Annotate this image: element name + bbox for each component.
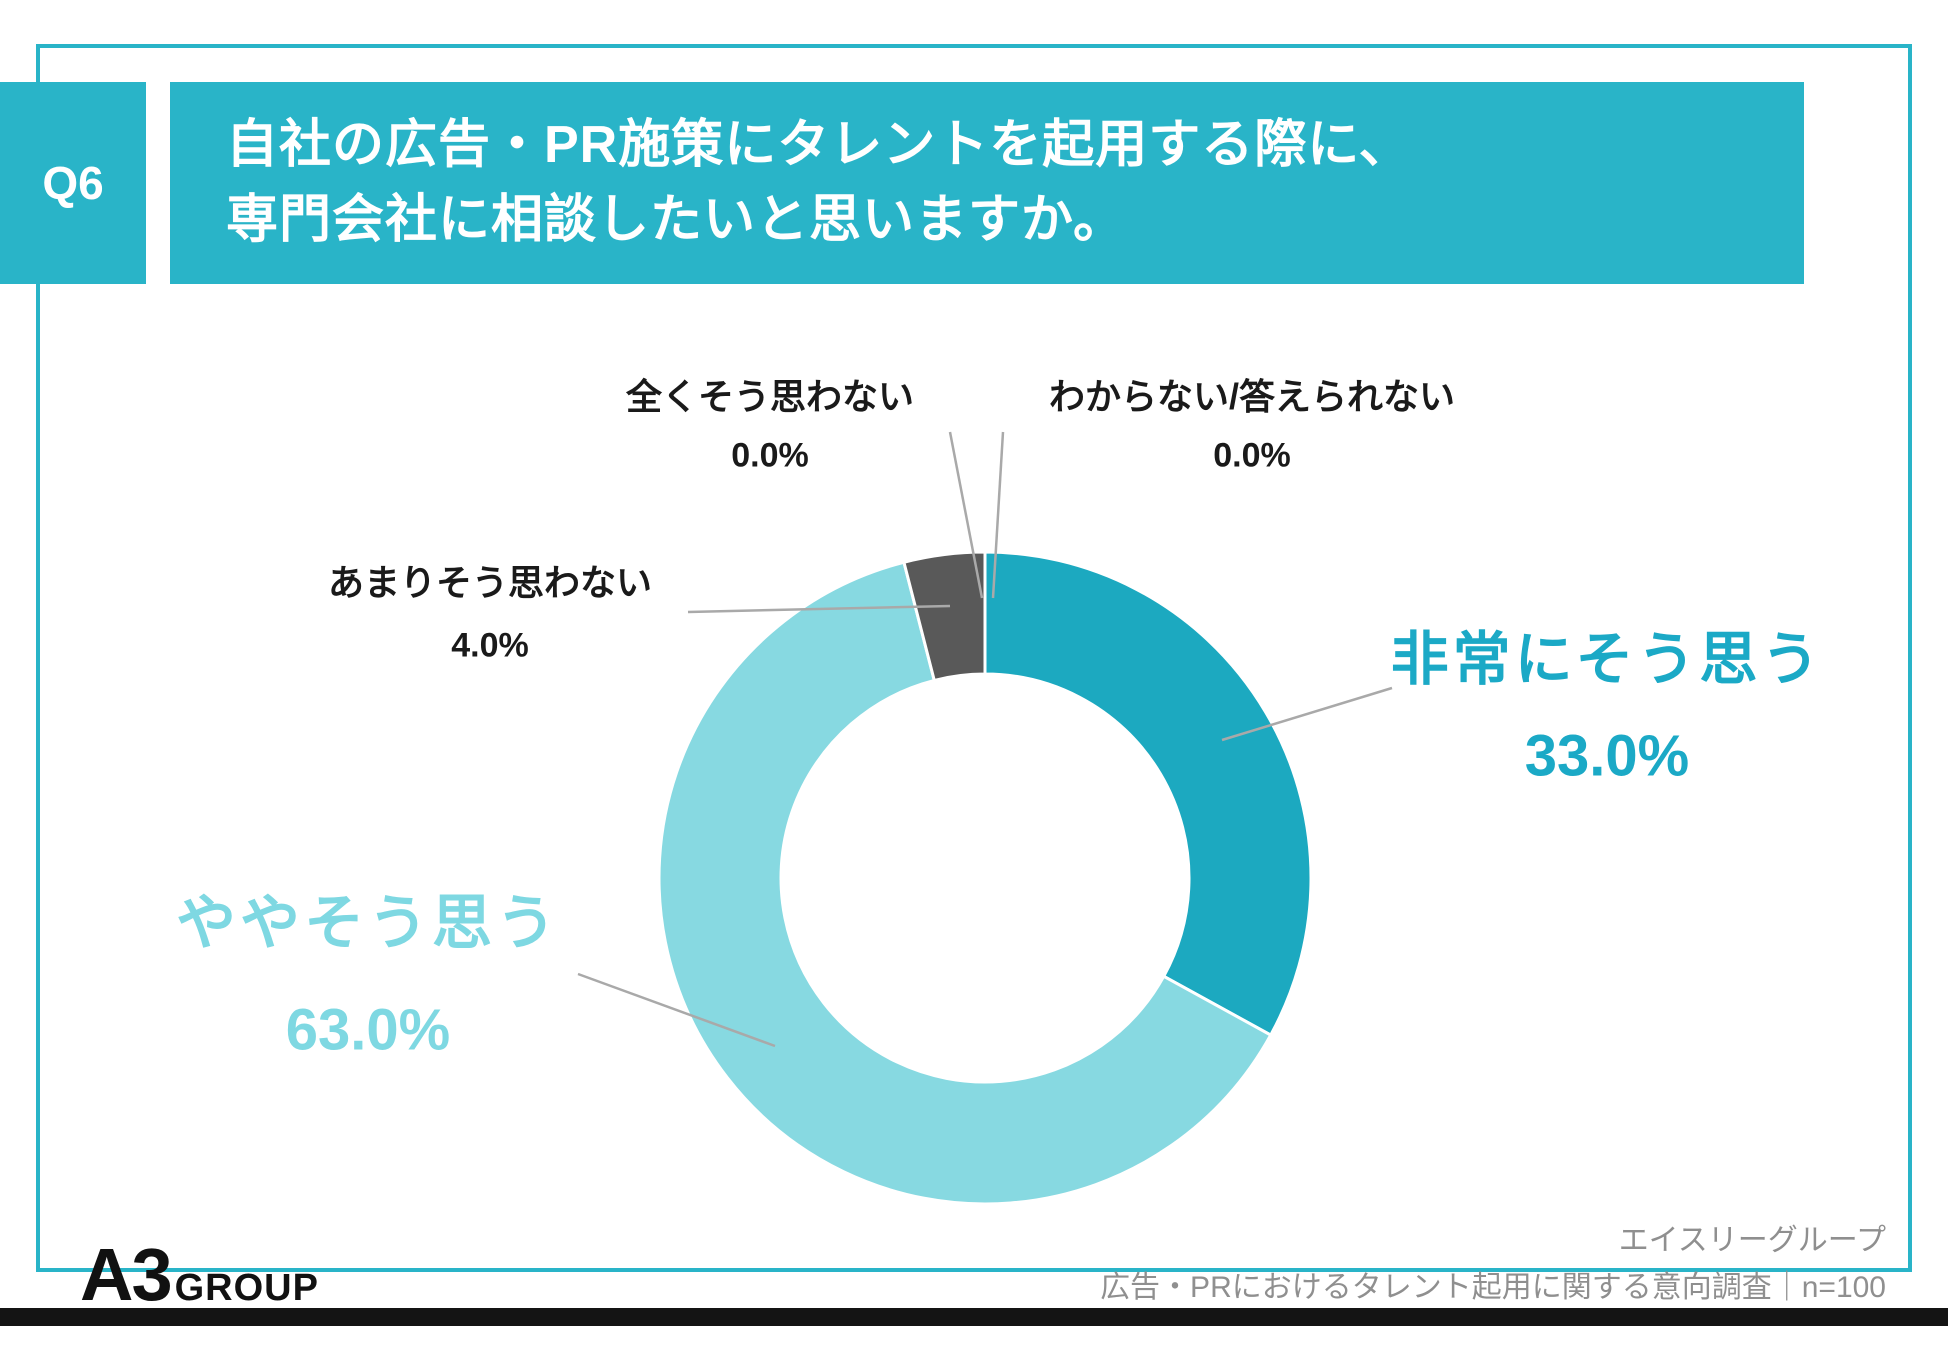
question-title-line2: 専門会社に相談したいと思いますか。 — [226, 191, 1126, 249]
leader-line-somewhat-disagree — [687, 604, 951, 614]
segment-value-strongly-agree: 33.0% — [1524, 723, 1690, 789]
leader-line-strongly-disagree — [948, 431, 984, 599]
segment-value-unknown: 0.0% — [1213, 436, 1291, 475]
slide-border — [36, 44, 1912, 1272]
leader-lines — [577, 431, 1393, 1048]
segment-label-strongly-agree: 非常にそう思う — [1390, 627, 1824, 692]
question-title-bar: 自社の広告・PR施策にタレントを起用する際に、 専門会社に相談したいと思いますか… — [170, 82, 1804, 284]
leader-line-somewhat-agree — [577, 972, 776, 1048]
survey-credit: エイスリーグループ 広告・PRにおけるタレント起用に関する意向調査｜n=100 — [1100, 1218, 1886, 1311]
bottom-edge-bar — [0, 1308, 1948, 1326]
donut-segment — [983, 550, 1313, 1038]
leader-line-unknown — [991, 431, 1005, 599]
logo-group-text: GROUP — [174, 1267, 319, 1309]
donut-segment — [657, 560, 1273, 1206]
credit-line1: エイスリーグループ — [1618, 1224, 1886, 1257]
segment-label-unknown: わからない/答えられない — [1048, 376, 1456, 417]
question-number-label: Q6 — [42, 157, 104, 209]
a3-group-logo: A3 GROUP — [80, 1232, 319, 1317]
logo-a3-text: A3 — [80, 1233, 173, 1316]
segment-value-somewhat-agree: 63.0% — [285, 997, 451, 1063]
question-number-badge: Q6 — [0, 82, 146, 284]
segment-label-strongly-disagree: 全くそう思わない — [625, 376, 915, 417]
segment-label-somewhat-disagree: あまりそう思わない — [327, 562, 653, 603]
question-title-line1: 自社の広告・PR施策にタレントを起用する際に、 — [226, 115, 1412, 174]
credit-line2: 広告・PRにおけるタレント起用に関する意向調査｜n=100 — [1100, 1270, 1886, 1304]
donut-segment — [902, 550, 987, 683]
segment-value-strongly-disagree: 0.0% — [731, 436, 809, 475]
segment-label-somewhat-agree: ややそう思う — [176, 889, 560, 957]
leader-line-strongly-agree — [1221, 686, 1393, 742]
donut-segments — [657, 550, 1313, 1206]
segment-value-somewhat-disagree: 4.0% — [451, 626, 529, 665]
